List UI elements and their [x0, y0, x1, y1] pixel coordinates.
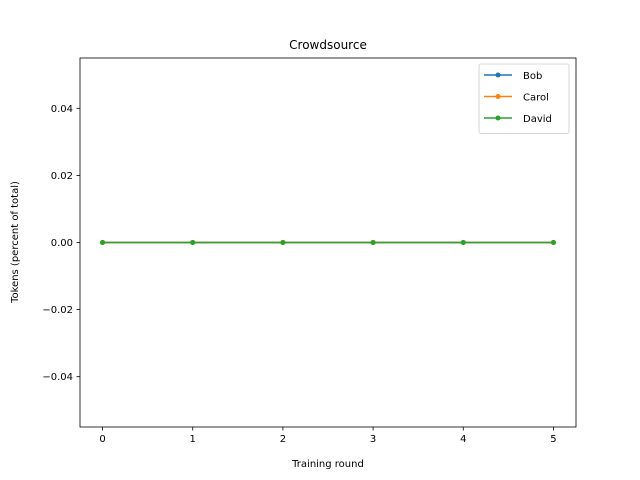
chart-title: Crowdsource [289, 38, 367, 52]
y-axis-label: Tokens (percent of total) [10, 181, 21, 304]
legend-marker-carol [495, 94, 501, 99]
y-tick-label: −0.02 [42, 305, 73, 316]
data-point-david [460, 240, 466, 245]
legend-box [478, 63, 570, 134]
data-point-david [550, 240, 556, 245]
legend-marker-david [495, 115, 501, 121]
data-point-david [190, 240, 196, 245]
x-tick-label: 5 [550, 434, 556, 445]
y-axis: −0.04 −0.02 0.00 0.02 0.04 [42, 104, 80, 383]
data-point-david [370, 240, 376, 245]
legend-label-david: David [523, 114, 552, 125]
y-tick-label: 0.02 [51, 171, 73, 182]
legend-label-carol: Carol [523, 93, 549, 104]
legend-label-bob: Bob [523, 71, 542, 82]
x-tick-label: 0 [99, 434, 105, 445]
data-point-david [100, 240, 106, 245]
x-axis-label: Training round [291, 459, 364, 470]
data-point-david [280, 240, 286, 245]
x-axis: 0 1 2 3 4 5 [99, 427, 557, 445]
y-tick-label: 0.00 [51, 238, 73, 249]
x-tick-label: 3 [370, 434, 376, 445]
x-tick-label: 1 [190, 434, 196, 445]
x-tick-label: 4 [460, 434, 466, 445]
legend: Bob Carol David [478, 63, 570, 134]
x-tick-label: 2 [280, 434, 286, 445]
plot-area [100, 240, 556, 245]
y-tick-label: −0.04 [42, 372, 73, 383]
y-tick-label: 0.04 [51, 104, 73, 115]
legend-marker-bob [495, 72, 501, 78]
